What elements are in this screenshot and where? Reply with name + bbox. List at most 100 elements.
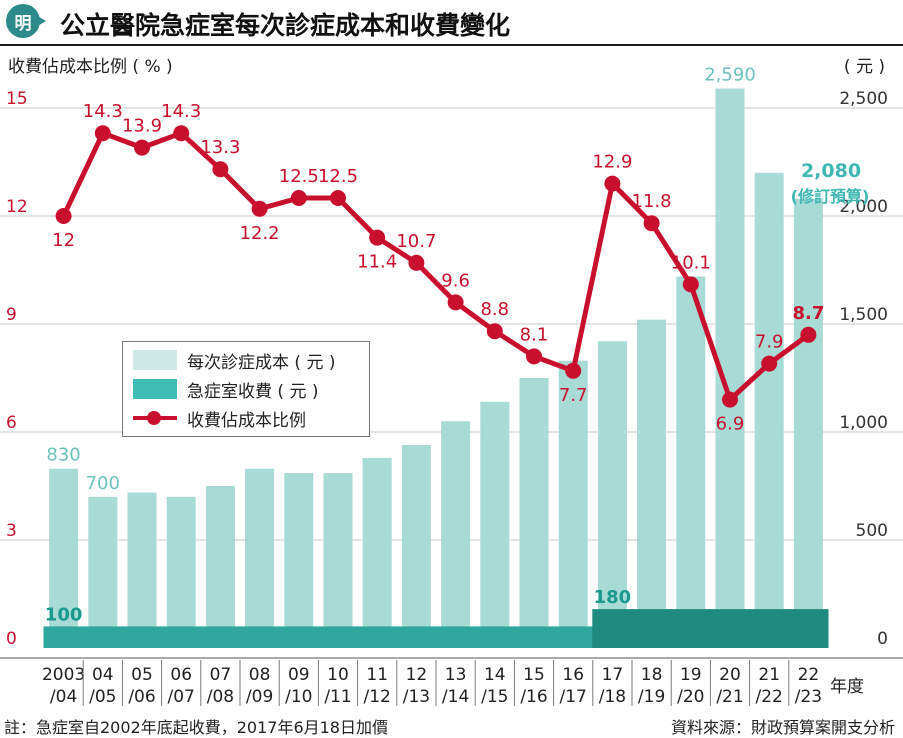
x-tick-label: 12 — [406, 665, 428, 685]
ratio-point — [251, 200, 268, 217]
x-tick-label: 07 — [210, 665, 232, 685]
legend-item-fee: 急症室收費 ( 元 ) — [133, 377, 319, 402]
fee-bar — [670, 609, 711, 648]
ratio-value-label: 7.9 — [755, 332, 784, 353]
x-tick-label: 16 — [562, 665, 584, 685]
x-axis-unit: 年度 — [830, 677, 864, 697]
ming-pao-logo: 明 — [6, 4, 40, 38]
right-axis-tick-label: 2,500 — [839, 89, 888, 109]
x-tick-label: 06 — [170, 665, 192, 685]
fee-bar — [121, 626, 163, 648]
cost-bar — [637, 319, 667, 648]
fee-value-label: 180 — [594, 587, 632, 608]
legend-label-cost: 每次診症成本 ( 元 ) — [187, 352, 336, 373]
ratio-point — [55, 208, 72, 224]
source-note: 資料來源：財政預算案開支分析 — [670, 718, 895, 737]
x-tick-label: 19 — [680, 665, 702, 685]
footnote: 註：急症室自2002年底起收費，2017年6月18日加價 — [4, 718, 388, 737]
right-axis-tick-label: 500 — [856, 521, 888, 541]
ratio-value-label: 13.9 — [122, 116, 162, 137]
ratio-point — [173, 125, 190, 142]
ratio-point — [604, 175, 621, 192]
fee-bar — [435, 626, 476, 648]
fee-bar — [317, 626, 359, 648]
cost-bar — [441, 421, 471, 648]
x-tick-label: 18 — [641, 665, 663, 685]
cost-bar — [88, 496, 118, 648]
ratio-value-label: 9.6 — [441, 270, 470, 291]
x-tick-label: 09 — [288, 665, 310, 685]
ratio-point — [761, 355, 778, 372]
title-divider — [0, 44, 903, 46]
ratio-line — [61, 130, 810, 403]
x-tick-label: 05 — [131, 665, 153, 685]
fee-bar — [474, 626, 515, 648]
cost-bar — [754, 172, 784, 649]
fee-bar — [82, 626, 123, 648]
ratio-value-label: 12.2 — [240, 223, 280, 244]
left-axis-tick-label: 9 — [6, 305, 17, 325]
ratio-point — [565, 362, 582, 379]
left-axis-tick-label: 12 — [6, 197, 28, 217]
right-axis-tick-label: 1,500 — [839, 305, 888, 325]
cost-value-label: 2,590 — [704, 65, 756, 86]
left-axis-tick-label: 15 — [6, 89, 28, 109]
ratio-value-label: 12.5 — [279, 166, 319, 187]
ratio-value-label: 11.4 — [357, 252, 397, 273]
x-tick-label: /22 — [756, 687, 783, 707]
ratio-point — [94, 125, 111, 142]
x-tick-label: 15 — [523, 665, 545, 685]
legend-label-ratio: 收費佔成本比例 — [187, 410, 306, 431]
ratio-value-label: 8.1 — [520, 324, 549, 345]
ratio-point — [447, 294, 464, 311]
ratio-value-label: 12.5 — [318, 166, 358, 187]
x-tick-label: /11 — [324, 687, 351, 707]
fee-bar — [513, 626, 555, 648]
ratio-point — [800, 326, 817, 343]
x-tick-label: /05 — [89, 687, 116, 707]
ratio-point — [134, 139, 150, 156]
fee-bar — [749, 609, 790, 648]
ratio-value-label: 7.7 — [559, 385, 588, 406]
ratio-point — [369, 229, 386, 246]
x-tick-label: 10 — [327, 665, 349, 685]
ratio-point — [330, 190, 346, 206]
ratio-value-label: 10.1 — [671, 252, 711, 273]
fee-bar — [161, 626, 202, 648]
cost-bar — [519, 378, 549, 648]
x-tick-label: /08 — [207, 687, 234, 707]
ratio-value-label: 6.9 — [716, 414, 745, 435]
left-axis-tick-label: 0 — [6, 629, 17, 649]
ratio-point — [212, 161, 229, 178]
cost-bar — [480, 401, 510, 648]
fee-bar — [396, 626, 437, 648]
annotation-value: 2,080 — [800, 160, 862, 182]
cost-bar — [676, 276, 706, 648]
ratio-point — [486, 323, 503, 340]
ratio-value-label: 8.8 — [480, 299, 509, 320]
fee-bar — [788, 609, 829, 648]
left-axis-tick-label: 6 — [6, 413, 17, 433]
cost-value-label: 700 — [86, 473, 120, 494]
x-tick-label: /04 — [50, 687, 77, 707]
fee-bar — [278, 626, 319, 648]
fee-bar — [239, 626, 280, 648]
x-tick-label: 14 — [484, 665, 506, 685]
cost-bar — [793, 198, 823, 648]
cost-value-label: 830 — [46, 445, 80, 466]
x-tick-label: /09 — [246, 687, 273, 707]
fee-bar — [709, 609, 751, 648]
x-tick-label: /17 — [560, 687, 587, 707]
cost-bar — [205, 486, 235, 648]
cost-bar — [597, 341, 627, 648]
chart-title: 公立醫院急症室每次診症成本和收費變化 — [60, 11, 511, 40]
x-tick-label: 22 — [798, 665, 820, 685]
x-tick-label: /14 — [442, 687, 469, 707]
legend-swatch-ratio — [133, 408, 177, 428]
cost-bar — [323, 473, 353, 648]
fee-bar — [553, 626, 594, 648]
left-axis-tick-label: 3 — [6, 521, 17, 541]
ratio-value-label: 12.9 — [592, 152, 632, 173]
legend-label-fee: 急症室收費 ( 元 ) — [187, 381, 319, 402]
fee-bar — [592, 609, 633, 648]
